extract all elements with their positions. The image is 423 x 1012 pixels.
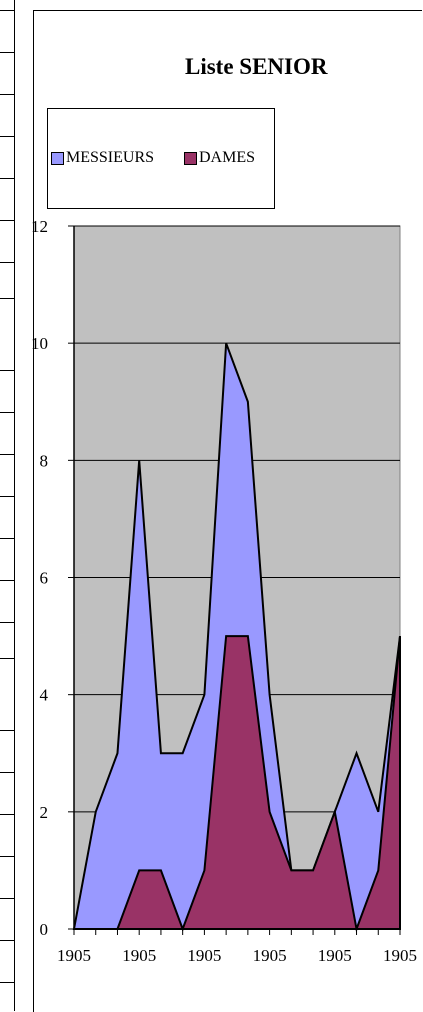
- y-tick-label-2: 2: [40, 803, 49, 822]
- table-line: [0, 940, 14, 941]
- point-messieurs-5: [182, 753, 183, 754]
- x-tick-label-2: 1905: [187, 946, 221, 965]
- y-tick-label-4: 4: [40, 686, 49, 705]
- table-line: [0, 772, 14, 773]
- table-line: [0, 370, 14, 371]
- point-messieurs-13: [356, 753, 357, 754]
- y-tick-label-0: 0: [40, 920, 49, 939]
- point-dames-12: [334, 811, 335, 812]
- background-table-edge: [0, 0, 15, 1011]
- table-line: [0, 10, 14, 11]
- x-tick-label-5: 1905: [383, 946, 417, 965]
- point-dames-10: [291, 870, 292, 871]
- table-line: [0, 136, 14, 137]
- point-dames-8: [247, 636, 248, 637]
- point-dames-9: [269, 811, 270, 812]
- legend-swatch-messieurs: [51, 151, 64, 165]
- table-line: [0, 856, 14, 857]
- point-messieurs-8: [247, 401, 248, 402]
- table-line: [0, 412, 14, 413]
- y-tick-label-12: 12: [31, 217, 48, 236]
- point-dames-7: [226, 636, 227, 637]
- table-line: [0, 178, 14, 179]
- table-line: [0, 220, 14, 221]
- table-line: [0, 262, 14, 263]
- table-line: [0, 496, 14, 497]
- table-line: [0, 94, 14, 95]
- chart-frame: [33, 10, 422, 1012]
- point-dames-4: [160, 870, 161, 871]
- area-series-dames: [74, 635, 401, 933]
- point-dames-15: [400, 636, 401, 637]
- table-line: [0, 538, 14, 539]
- point-messieurs-4: [160, 753, 161, 754]
- y-tick-label-8: 8: [40, 451, 49, 470]
- chart-title: Liste SENIOR: [185, 54, 328, 79]
- y-tick-label-6: 6: [40, 569, 49, 588]
- table-line: [0, 730, 14, 731]
- chart-legend: MESSIEURS DAMES: [47, 108, 275, 209]
- table-line: [0, 814, 14, 815]
- table-line: [0, 898, 14, 899]
- point-messieurs-9: [269, 694, 270, 695]
- table-line: [0, 982, 14, 983]
- x-tick-label-4: 1905: [318, 946, 352, 965]
- point-dames-14: [378, 870, 379, 871]
- point-messieurs-14: [378, 811, 379, 812]
- point-messieurs-7: [226, 343, 227, 344]
- legend-item-dames: DAMES: [184, 149, 255, 167]
- table-line: [0, 298, 14, 299]
- point-messieurs-2: [117, 753, 118, 754]
- table-line: [0, 622, 14, 623]
- point-messieurs-3: [139, 460, 140, 461]
- legend-item-messieurs: MESSIEURS: [51, 149, 154, 167]
- point-messieurs-6: [204, 694, 205, 695]
- table-line: [0, 580, 14, 581]
- table-line: [0, 658, 14, 659]
- table-line: [0, 454, 14, 455]
- legend-label-messieurs: MESSIEURS: [66, 149, 155, 166]
- x-tick-label-3: 1905: [253, 946, 287, 965]
- table-line: [0, 52, 14, 53]
- x-tick-label-1: 1905: [122, 946, 156, 965]
- point-dames-11: [313, 870, 314, 871]
- legend-swatch-dames: [184, 151, 197, 165]
- point-dames-3: [139, 870, 140, 871]
- point-dames-6: [204, 870, 205, 871]
- y-tick-label-10: 10: [31, 334, 48, 353]
- legend-label-dames: DAMES: [199, 149, 256, 166]
- x-tick-label-0: 1905: [57, 946, 91, 965]
- point-messieurs-1: [95, 811, 96, 812]
